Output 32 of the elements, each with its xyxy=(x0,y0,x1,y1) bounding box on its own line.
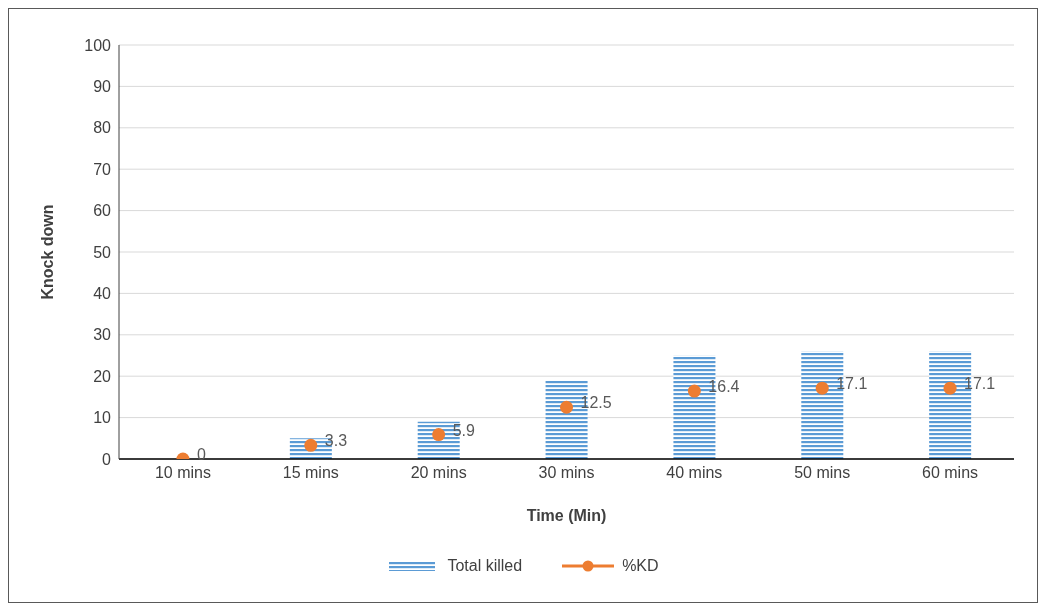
x-tick-label: 15 mins xyxy=(282,464,339,482)
x-tick-label: 60 mins xyxy=(922,464,979,482)
point xyxy=(815,381,829,395)
y-axis-title: Knock down xyxy=(38,204,56,300)
legend-label: Total killed xyxy=(446,557,523,575)
y-tick-label: 0 xyxy=(102,450,112,468)
data-label: 17.1 xyxy=(836,375,868,393)
y-tick-label: 10 xyxy=(93,409,112,427)
y-tick-label: 70 xyxy=(93,160,112,178)
point xyxy=(687,384,701,398)
x-tick-label: 30 mins xyxy=(538,464,595,482)
x-tick-label: 10 mins xyxy=(154,464,211,482)
legend-label: %KD xyxy=(621,557,659,575)
data-label: 16.4 xyxy=(708,378,740,396)
point xyxy=(560,400,573,414)
y-tick-label: 80 xyxy=(93,119,112,137)
data-label: 17.1 xyxy=(964,375,996,393)
x-axis-title: Time (Min) xyxy=(526,507,607,524)
point xyxy=(943,381,957,395)
y-tick-label: 50 xyxy=(93,243,112,261)
x-tick-label: 20 mins xyxy=(410,464,467,482)
data-label: 12.5 xyxy=(580,394,612,412)
y-tick-label: 30 xyxy=(93,326,112,344)
data-label: 3.3 xyxy=(324,432,348,450)
y-tick-label: 90 xyxy=(93,78,112,96)
data-label: 5.9 xyxy=(452,421,475,439)
y-tick-label: 20 xyxy=(93,367,112,385)
y-tick-label: 100 xyxy=(84,36,112,54)
y-tick-label: 40 xyxy=(93,285,112,303)
x-tick-label: 50 mins xyxy=(794,464,851,482)
x-tick-label: 40 mins xyxy=(666,464,723,482)
y-tick-label: 60 xyxy=(93,202,112,220)
